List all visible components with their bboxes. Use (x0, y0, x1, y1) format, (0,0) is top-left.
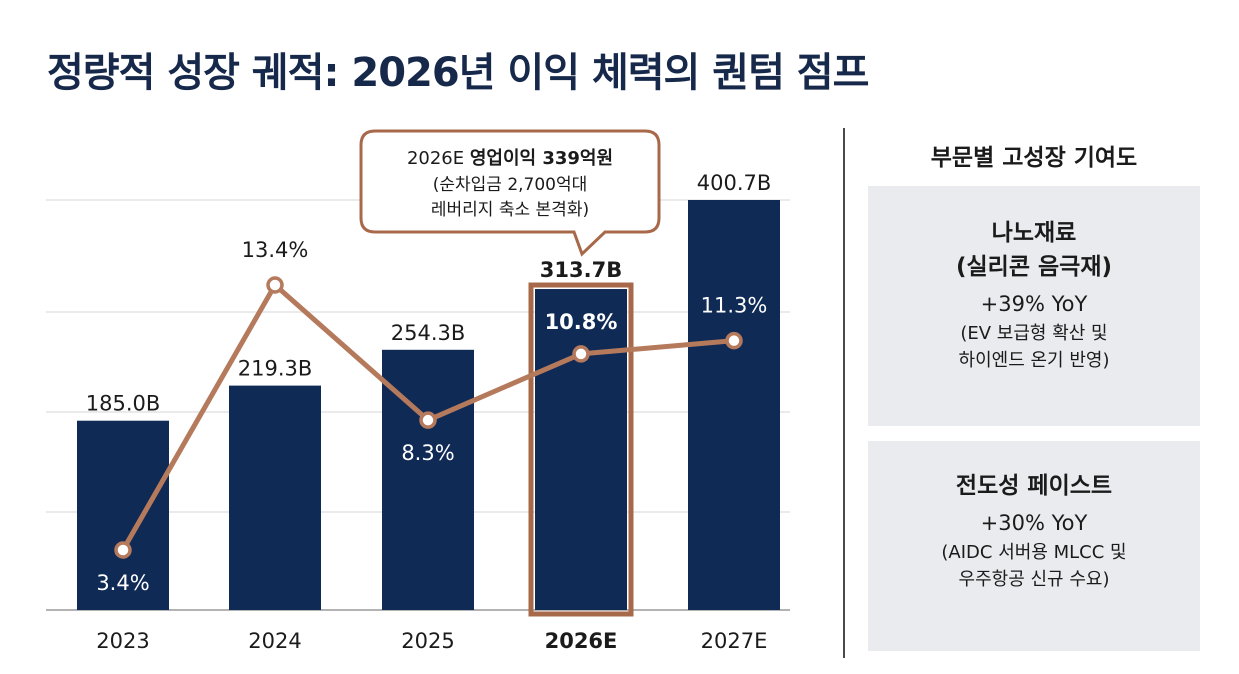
revenue-bar-labels: 185.0B 219.3B 254.3B 313.7B 400.7B (86, 171, 772, 416)
growth-point (114, 541, 132, 559)
bar-value-label: 254.3B (391, 321, 466, 345)
callout-line-2: (순차입금 2,700억대 (433, 175, 588, 195)
x-tick-label: 2025 (401, 629, 454, 653)
page-title: 정량적 성장 궤적: 2026년 이익 체력의 퀀텀 점프 (47, 50, 869, 96)
growth-label: 13.4% (242, 238, 309, 262)
growth-label: 3.4% (96, 571, 149, 595)
x-tick-label: 2024 (248, 629, 301, 653)
bar-2024 (229, 385, 321, 610)
revenue-bars (77, 200, 780, 610)
segment-growth: +39% YoY (980, 292, 1088, 316)
callout-line-3: 레버리지 축소 본격화) (431, 200, 589, 220)
segment-description: (AIDC 서버용 MLCC 및 우주항공 신규 수요) (941, 542, 1127, 590)
callout-bubble-shape (359, 129, 661, 257)
bar-2023 (77, 420, 169, 610)
segment-description: (EV 보급형 확산 및 하이엔드 온기 반영) (958, 323, 1110, 371)
growth-point (266, 276, 284, 294)
segment-card-conductive-paste: 전도성 페이스트 +30% YoY (AIDC 서버용 MLCC 및 우주항공 … (868, 441, 1200, 651)
bar-value-label: 185.0B (86, 392, 161, 416)
highlight-frame-group (528, 282, 634, 617)
callout-line-1: 2026E 영업이익 339억원 (407, 148, 613, 169)
growth-label: 11.3% (701, 294, 768, 318)
panel-divider (843, 128, 845, 658)
growth-point (572, 345, 590, 363)
segment-name: 나노재료 (실리콘 음극재) (956, 220, 1112, 280)
callout-line-1-bold: 영업이익 339억원 (470, 148, 613, 169)
segment-name: 전도성 페이스트 (955, 473, 1113, 499)
x-tick-label: 2023 (96, 629, 149, 653)
x-tick-label: 2026E (545, 629, 618, 653)
growth-point (725, 331, 743, 350)
growth-line-group: 3.4% 13.4% 8.3% 10.8% 11.3% (96, 238, 767, 595)
revenue-growth-chart: 185.0B 219.3B 254.3B 313.7B 400.7B 3.4% 13.4%… (46, 129, 790, 653)
segment-growth: +30% YoY (980, 511, 1088, 535)
growth-point (419, 411, 437, 429)
x-tick-label: 2027E (701, 629, 768, 653)
bar-value-label: 400.7B (697, 171, 772, 195)
bar-value-label: 219.3B (238, 357, 313, 381)
callout-line-1-prefix: 2026E (407, 148, 470, 169)
segment-card-nano-materials: 나노재료 (실리콘 음극재) +39% YoY (EV 보급형 확산 및 하이엔… (868, 186, 1200, 426)
growth-label: 10.8% (545, 310, 618, 334)
bar-2027e (688, 200, 780, 610)
bar-2026e (535, 289, 627, 610)
highlight-frame (528, 282, 634, 617)
callout-bubble: 2026E 영업이익 339억원 (순차입금 2,700억대 레버리지 축소 본… (359, 129, 661, 257)
bar-value-label: 313.7B (540, 258, 622, 282)
side-panel-title: 부문별 고성장 기여도 (930, 145, 1138, 171)
growth-label: 8.3% (401, 441, 454, 465)
x-axis-ticks: 2023 2024 2025 2026E 2027E (96, 629, 767, 653)
